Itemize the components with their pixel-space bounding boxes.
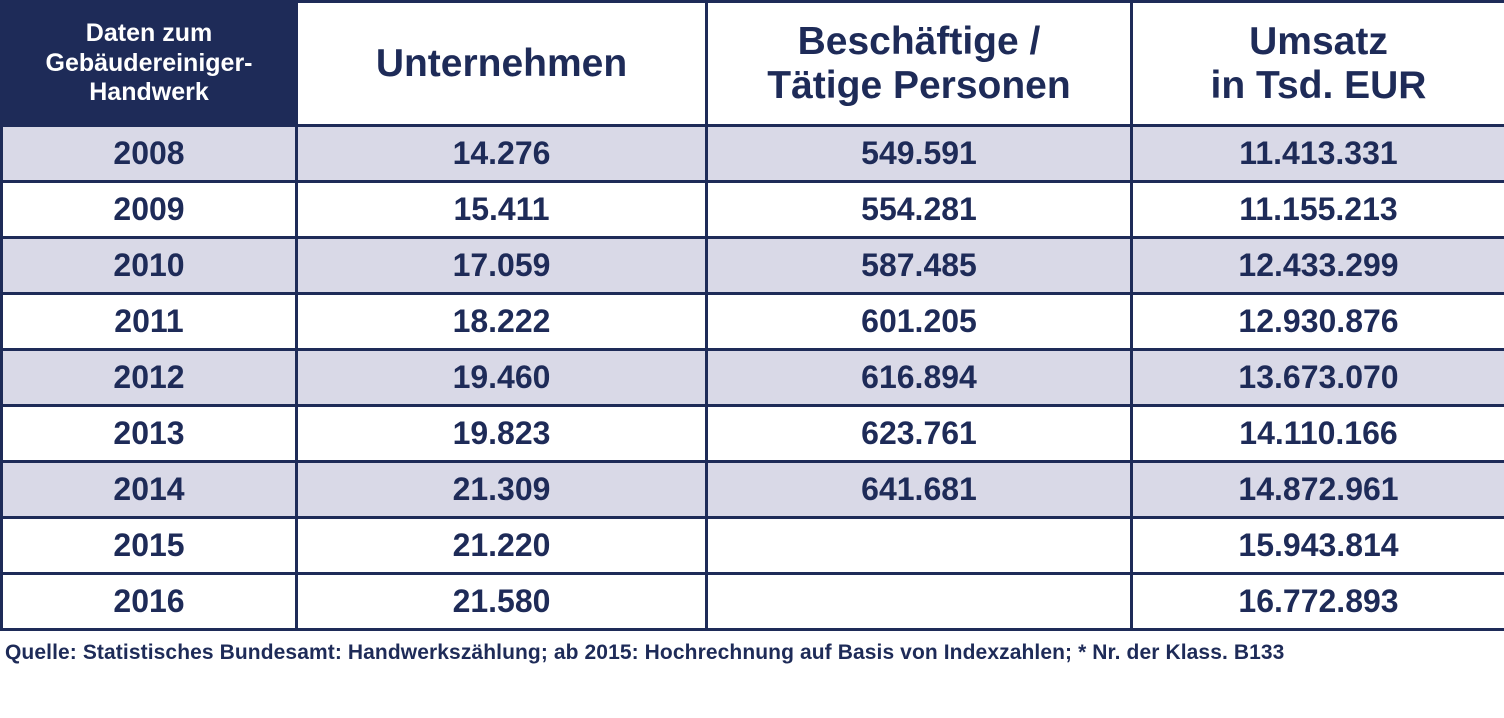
beschaeftigte-cell: 616.894	[705, 348, 1133, 407]
source-note: Quelle: Statistisches Bundesamt: Handwer…	[5, 641, 1285, 664]
table-row: 2016 21.580 16.772.893	[0, 572, 1504, 631]
unternehmen-cell: 19.460	[295, 348, 708, 407]
table-row: 2013 19.823 623.761 14.110.166	[0, 404, 1504, 463]
beschaeftigte-cell	[705, 516, 1133, 575]
data-table: Daten zum Gebäudereiniger- Handwerk Unte…	[0, 0, 1504, 631]
year-cell: 2010	[0, 236, 298, 295]
year-cell: 2013	[0, 404, 298, 463]
unternehmen-cell: 21.580	[295, 572, 708, 631]
umsatz-cell: 11.413.331	[1130, 124, 1504, 183]
umsatz-cell: 13.673.070	[1130, 348, 1504, 407]
year-cell: 2016	[0, 572, 298, 631]
table-row: 2015 21.220 15.943.814	[0, 516, 1504, 575]
unternehmen-cell: 19.823	[295, 404, 708, 463]
year-cell: 2014	[0, 460, 298, 519]
table-row: 2009 15.411 554.281 11.155.213	[0, 180, 1504, 239]
column-header-unternehmen: Unternehmen	[295, 0, 708, 127]
unternehmen-cell: 21.309	[295, 460, 708, 519]
table-row: 2010 17.059 587.485 12.433.299	[0, 236, 1504, 295]
umsatz-cell: 14.872.961	[1130, 460, 1504, 519]
umsatz-cell: 12.930.876	[1130, 292, 1504, 351]
year-cell: 2009	[0, 180, 298, 239]
column-header-beschaeftigte: Beschäftige / Tätige Personen	[705, 0, 1133, 127]
beschaeftigte-cell: 641.681	[705, 460, 1133, 519]
unternehmen-cell: 15.411	[295, 180, 708, 239]
year-cell: 2015	[0, 516, 298, 575]
unternehmen-cell: 17.059	[295, 236, 708, 295]
table-title: Daten zum Gebäudereiniger- Handwerk	[0, 0, 298, 127]
umsatz-cell: 11.155.213	[1130, 180, 1504, 239]
beschaeftigte-cell: 549.591	[705, 124, 1133, 183]
umsatz-cell: 16.772.893	[1130, 572, 1504, 631]
umsatz-cell: 15.943.814	[1130, 516, 1504, 575]
beschaeftigte-cell: 623.761	[705, 404, 1133, 463]
unternehmen-cell: 21.220	[295, 516, 708, 575]
umsatz-cell: 14.110.166	[1130, 404, 1504, 463]
table-row: 2012 19.460 616.894 13.673.070	[0, 348, 1504, 407]
table-row: 2008 14.276 549.591 11.413.331	[0, 124, 1504, 183]
beschaeftigte-cell: 601.205	[705, 292, 1133, 351]
header-row: Daten zum Gebäudereiniger- Handwerk Unte…	[0, 0, 1504, 127]
beschaeftigte-cell: 587.485	[705, 236, 1133, 295]
unternehmen-cell: 14.276	[295, 124, 708, 183]
column-header-umsatz: Umsatz in Tsd. EUR	[1130, 0, 1504, 127]
year-cell: 2012	[0, 348, 298, 407]
beschaeftigte-cell	[705, 572, 1133, 631]
year-cell: 2008	[0, 124, 298, 183]
table-row: 2011 18.222 601.205 12.930.876	[0, 292, 1504, 351]
unternehmen-cell: 18.222	[295, 292, 708, 351]
umsatz-cell: 12.433.299	[1130, 236, 1504, 295]
table-row: 2014 21.309 641.681 14.872.961	[0, 460, 1504, 519]
year-cell: 2011	[0, 292, 298, 351]
beschaeftigte-cell: 554.281	[705, 180, 1133, 239]
